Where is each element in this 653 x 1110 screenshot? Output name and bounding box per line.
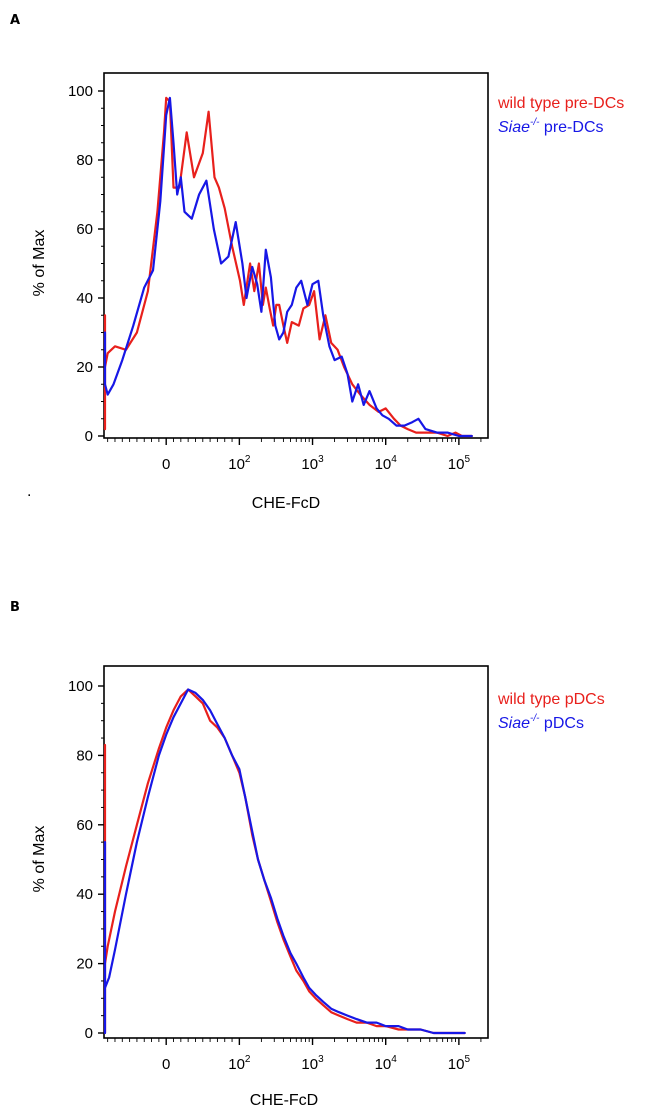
y-tick-label: 20 — [76, 359, 93, 376]
series-line-siae — [103, 96, 473, 438]
panel-b-y-axis-title: % of Max — [31, 826, 48, 893]
y-tick-label: 40 — [76, 290, 93, 307]
x-tick-label: 103 — [301, 454, 324, 473]
y-tick-label: 40 — [76, 886, 93, 903]
y-tick-label: 20 — [76, 956, 93, 973]
x-tick-label: 0 — [162, 1056, 170, 1073]
x-tick-label: 102 — [228, 454, 251, 473]
panel-a-letter: A — [10, 13, 20, 28]
x-tick-label: 104 — [375, 454, 398, 473]
panel-a-legend-siae-genotype: -/- — [530, 117, 540, 128]
y-tick-label: 80 — [76, 152, 93, 169]
panel-b-legend-wild-type-label: wild type pDCs — [497, 691, 605, 708]
panel-b-legend-siae-cells: pDCs — [539, 715, 583, 732]
panel-b-legend-siae: Siae-/- pDCs — [498, 713, 584, 732]
x-tick-label: 105 — [448, 454, 471, 473]
panel-b-legend-siae-genotype: -/- — [530, 713, 540, 724]
x-tick-label: 0 — [162, 456, 170, 473]
panel-a-legend-siae-cells: pre-DCs — [539, 119, 603, 136]
y-tick-label: 80 — [76, 747, 93, 764]
panel-a-chart: 0 20 40 60 80 100 0 102 103 104 105 % of Max CHE-F… — [31, 72, 624, 512]
x-tick-label: 104 — [375, 1054, 398, 1073]
x-tick-label: 105 — [448, 1054, 471, 1073]
plot-frame — [103, 72, 489, 439]
panel-a-y-axis-title: % of Max — [31, 230, 48, 297]
panel-a-legend-siae-gene: Siae — [498, 119, 530, 136]
panel-a-x-axis-title: CHE-FcD — [252, 495, 320, 512]
panel-b-letter: B — [10, 600, 20, 615]
y-tick-label: 60 — [76, 817, 93, 834]
panel-b-legend-wild-type: wild type pDCs — [497, 691, 605, 708]
series-line-wild-type — [103, 96, 473, 438]
y-tick-label: 60 — [76, 221, 93, 238]
y-tick-label: 0 — [85, 1025, 93, 1042]
panel-b-chart: 0 20 40 60 80 100 0 102 103 104 105 % of Max CHE-F… — [31, 665, 605, 1109]
panel-a-plot-area: 0 20 40 60 80 100 0 102 103 104 105 — [68, 72, 489, 473]
plot-frame — [103, 665, 489, 1039]
panel-a-legend-wild-type-label: wild type pre-DCs — [497, 95, 624, 112]
stray-dot: . — [27, 483, 31, 500]
panel-a-legend-siae: Siae-/- pre-DCs — [498, 117, 604, 136]
panel-b-plot-area: 0 20 40 60 80 100 0 102 103 104 105 — [68, 665, 489, 1073]
panel-b-legend-siae-gene: Siae — [498, 715, 530, 732]
y-tick-label: 100 — [68, 678, 93, 695]
panel-a-legend-wild-type: wild type pre-DCs — [497, 95, 624, 112]
x-tick-label: 103 — [301, 1054, 324, 1073]
y-tick-label: 100 — [68, 83, 93, 100]
series-line-wild-type — [103, 688, 466, 1035]
series-line-siae — [103, 688, 466, 1035]
x-tick-label: 102 — [228, 1054, 251, 1073]
panel-b-x-axis-title: CHE-FcD — [250, 1092, 318, 1109]
y-tick-label: 0 — [85, 428, 93, 445]
